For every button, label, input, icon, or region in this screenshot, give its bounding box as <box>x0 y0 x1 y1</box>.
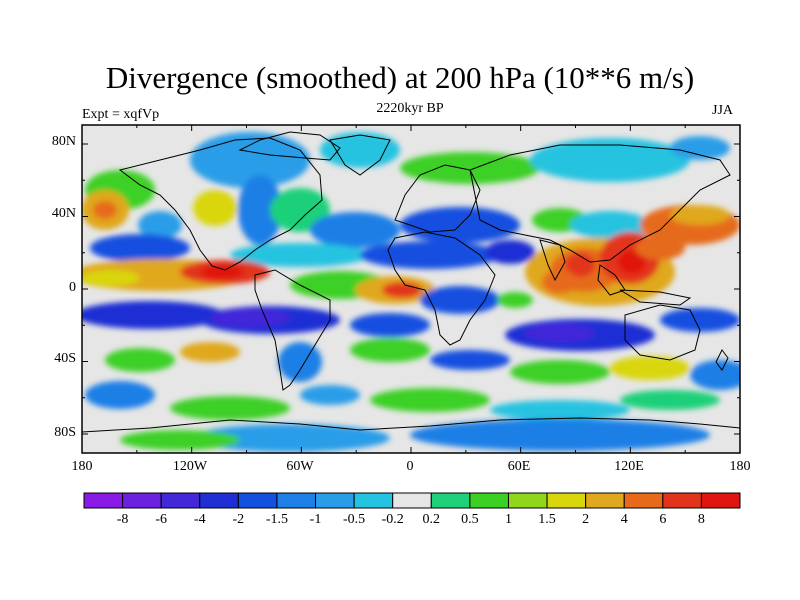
period-label: 2220kyr BP <box>376 101 444 116</box>
colorbar-box-15 <box>662 492 702 509</box>
x-label-120w: 120W <box>172 459 208 474</box>
axis-ticks <box>81 125 741 453</box>
y-label-80s: 80S <box>54 425 76 440</box>
colorbar-label-9: 0.5 <box>461 512 479 527</box>
colorbar-label-8: 0.2 <box>422 512 441 527</box>
x-label-60w: 60W <box>286 459 314 474</box>
x-label-180w: 180 <box>71 459 93 474</box>
y-label-eq: 0 <box>69 280 76 295</box>
colorbar-box-5 <box>276 492 317 509</box>
experiment-label: Expt = xqfVp <box>82 107 160 122</box>
coastlines <box>82 131 740 433</box>
colorbar-box-2 <box>160 492 201 509</box>
colorbar-box-6 <box>315 492 355 509</box>
colorbar-label-1: -6 <box>155 512 167 527</box>
map-title: Divergence (smoothed) at 200 hPa (10**6 … <box>105 60 695 95</box>
colorbar-box-10 <box>469 492 509 509</box>
y-label-40n: 40N <box>51 206 76 221</box>
colorbar-label-5: -1 <box>309 512 322 527</box>
colorbar-label-3: -2 <box>232 512 245 527</box>
y-label-40s: 40S <box>54 351 76 366</box>
colorbar-box-7 <box>353 492 394 509</box>
colorbar-label-12: 2 <box>582 512 590 527</box>
colorbar <box>83 492 741 509</box>
colorbar-label-10: 1 <box>504 512 512 527</box>
colorbar-label-14: 6 <box>659 512 667 527</box>
colorbar-label-7: -0.2 <box>381 512 404 527</box>
y-label-80n: 80N <box>51 134 76 149</box>
divergence-field <box>82 125 740 453</box>
colorbar-label-13: 4 <box>620 512 628 527</box>
x-label-60e: 60E <box>507 459 531 474</box>
colorbar-box-8 <box>392 492 432 509</box>
colorbar-label-4: -1.5 <box>265 512 289 527</box>
colorbar-label-11: 1.5 <box>538 512 556 527</box>
colorbar-label-0: -8 <box>116 512 129 527</box>
colorbar-box-13 <box>585 492 625 509</box>
season-label: JJA <box>712 103 734 118</box>
colorbar-box-14 <box>623 492 664 509</box>
colorbar-label-15: 8 <box>697 512 705 527</box>
colorbar-box-3 <box>199 492 239 509</box>
colorbar-box-12 <box>546 492 587 509</box>
x-label-0: 0 <box>406 459 414 474</box>
colorbar-box-16 <box>700 492 741 509</box>
colorbar-label-2: -4 <box>193 512 206 527</box>
colorbar-box-11 <box>507 492 548 509</box>
x-label-120e: 120E <box>614 459 644 474</box>
colorbar-box-4 <box>237 492 278 509</box>
colorbar-box-9 <box>430 492 471 509</box>
colorbar-box-0 <box>83 492 124 509</box>
x-label-180e: 180 <box>729 459 751 474</box>
colorbar-box-1 <box>122 492 162 509</box>
colorbar-label-6: -0.5 <box>343 512 366 527</box>
